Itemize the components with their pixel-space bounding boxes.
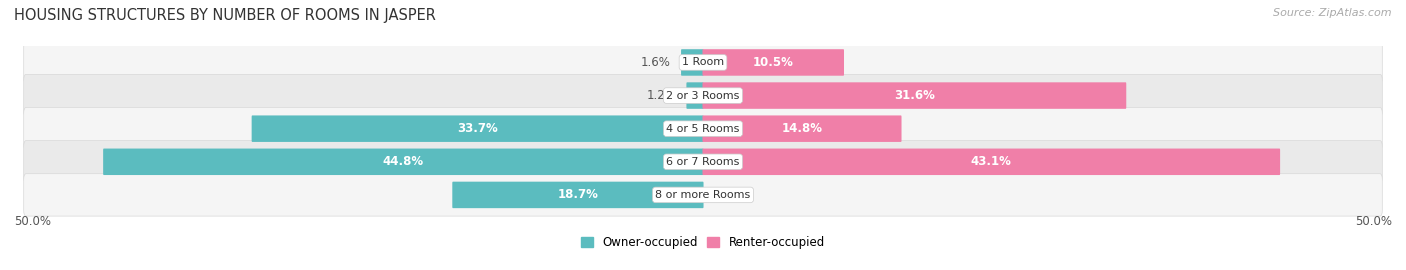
FancyBboxPatch shape [703,148,1279,175]
FancyBboxPatch shape [703,116,901,142]
FancyBboxPatch shape [703,49,844,76]
FancyBboxPatch shape [24,74,1382,117]
Text: 33.7%: 33.7% [457,122,498,135]
Text: 50.0%: 50.0% [1355,215,1392,228]
Text: 1 Room: 1 Room [682,58,724,68]
FancyBboxPatch shape [453,182,703,208]
Text: HOUSING STRUCTURES BY NUMBER OF ROOMS IN JASPER: HOUSING STRUCTURES BY NUMBER OF ROOMS IN… [14,8,436,23]
Text: 2 or 3 Rooms: 2 or 3 Rooms [666,90,740,100]
Text: 43.1%: 43.1% [972,155,1012,168]
Text: 0.0%: 0.0% [714,188,744,201]
FancyBboxPatch shape [24,141,1382,183]
Text: 8 or more Rooms: 8 or more Rooms [655,190,751,200]
Text: 44.8%: 44.8% [382,155,423,168]
FancyBboxPatch shape [103,148,703,175]
Text: 1.2%: 1.2% [647,89,676,102]
Legend: Owner-occupied, Renter-occupied: Owner-occupied, Renter-occupied [576,232,830,254]
FancyBboxPatch shape [24,174,1382,216]
Text: 10.5%: 10.5% [752,56,793,69]
FancyBboxPatch shape [252,116,703,142]
Text: 14.8%: 14.8% [782,122,823,135]
FancyBboxPatch shape [681,49,703,76]
Text: 50.0%: 50.0% [14,215,51,228]
Text: Source: ZipAtlas.com: Source: ZipAtlas.com [1274,8,1392,18]
Text: 18.7%: 18.7% [558,188,599,201]
FancyBboxPatch shape [686,82,703,109]
Text: 6 or 7 Rooms: 6 or 7 Rooms [666,157,740,167]
Text: 4 or 5 Rooms: 4 or 5 Rooms [666,124,740,134]
Text: 1.6%: 1.6% [641,56,671,69]
FancyBboxPatch shape [703,82,1126,109]
FancyBboxPatch shape [24,107,1382,150]
Text: 31.6%: 31.6% [894,89,935,102]
FancyBboxPatch shape [24,41,1382,84]
